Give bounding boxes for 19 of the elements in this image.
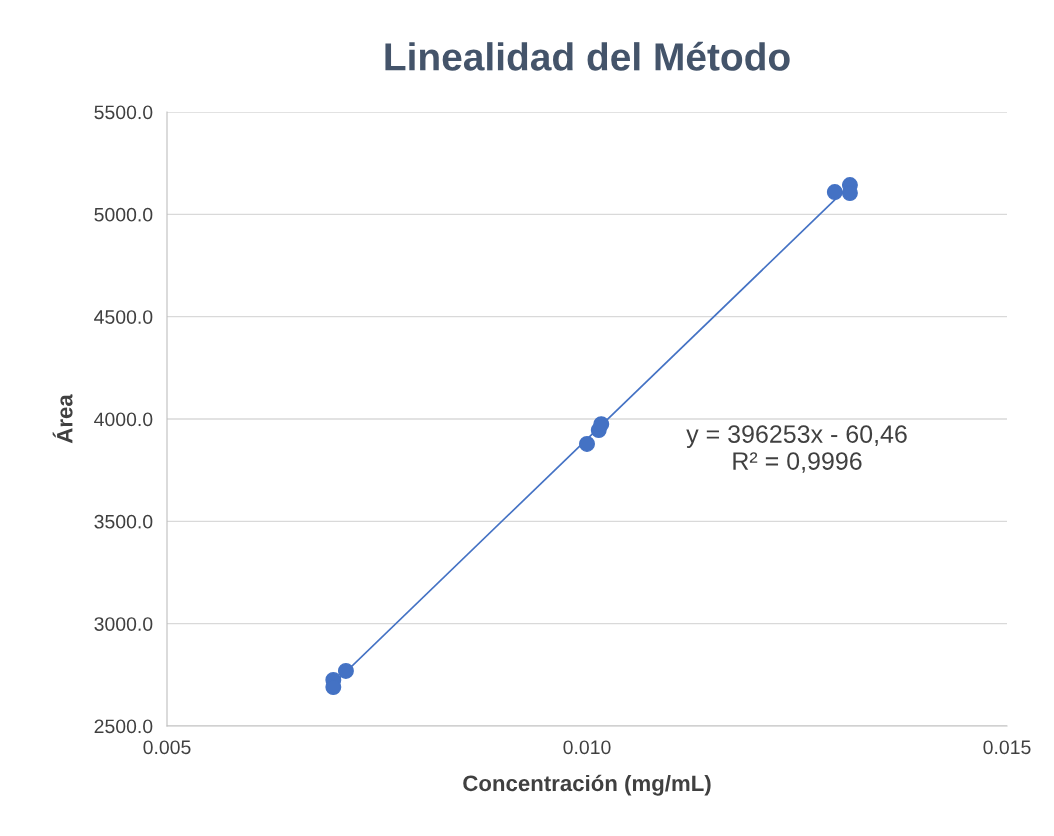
y-tick-label: 4500.0 xyxy=(94,310,153,324)
annotation: y = 396253x - 60,46 xyxy=(686,425,907,448)
point xyxy=(579,435,595,452)
y-tick-label: 5000.0 xyxy=(94,207,153,222)
y-tick-label: 3500.0 xyxy=(94,514,153,529)
y-tick-label: 5500.0 xyxy=(94,105,153,120)
chart-title: Linealidad del Método xyxy=(385,41,790,71)
x-tick-label: 0.010 xyxy=(563,740,611,755)
annotation: R² = 0,9996 xyxy=(733,452,862,473)
y-tick-label: 4000.0 xyxy=(94,412,153,427)
y-tick-label: 2500.0 xyxy=(94,719,153,734)
point xyxy=(337,662,354,679)
x-tick-label: 0.005 xyxy=(143,740,191,755)
y-axis-title: Área xyxy=(52,394,73,444)
point xyxy=(593,416,610,433)
point xyxy=(826,184,843,201)
x-tick-label: 0.015 xyxy=(983,740,1031,755)
x-axis-title: Concentración (mg/mL) xyxy=(463,774,711,796)
y-tick-label: 3000.0 xyxy=(94,617,153,631)
